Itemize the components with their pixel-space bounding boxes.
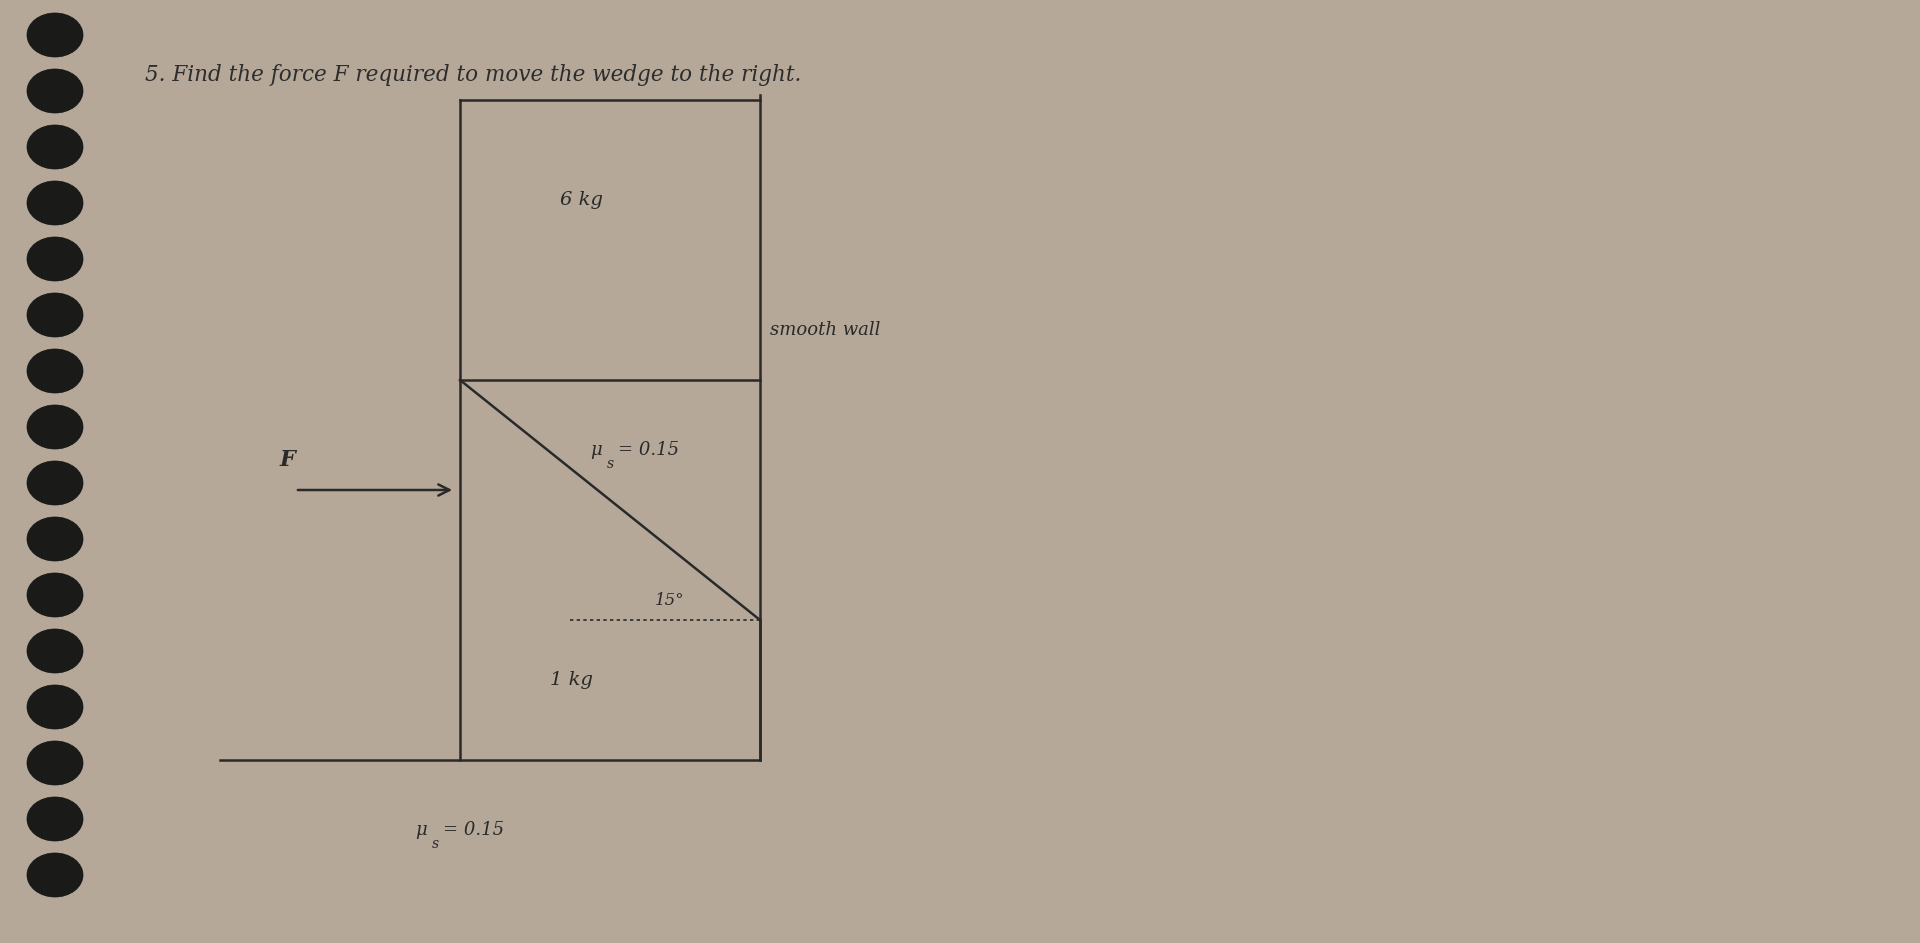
Text: 5. Find the force F required to move the wedge to the right.: 5. Find the force F required to move the… (146, 64, 801, 86)
Text: μ: μ (415, 821, 426, 839)
Ellipse shape (27, 741, 83, 785)
Text: = 0.15: = 0.15 (444, 821, 505, 839)
Text: s: s (607, 457, 614, 471)
Ellipse shape (27, 797, 83, 841)
Ellipse shape (27, 13, 83, 57)
Text: 15°: 15° (655, 591, 685, 608)
Text: = 0.15: = 0.15 (618, 441, 680, 459)
Ellipse shape (27, 461, 83, 505)
Text: 1 kg: 1 kg (549, 671, 593, 689)
Ellipse shape (27, 237, 83, 281)
Ellipse shape (27, 349, 83, 393)
Ellipse shape (27, 517, 83, 561)
Ellipse shape (27, 405, 83, 449)
Text: 6 kg: 6 kg (561, 191, 603, 209)
Text: F: F (280, 449, 296, 471)
Ellipse shape (27, 181, 83, 225)
Ellipse shape (27, 125, 83, 169)
Ellipse shape (27, 853, 83, 897)
Ellipse shape (27, 573, 83, 617)
Ellipse shape (27, 685, 83, 729)
Ellipse shape (27, 629, 83, 673)
Ellipse shape (27, 293, 83, 337)
Ellipse shape (27, 69, 83, 113)
Text: μ: μ (589, 441, 601, 459)
Text: s: s (432, 837, 440, 851)
Text: smooth wall: smooth wall (770, 321, 881, 339)
